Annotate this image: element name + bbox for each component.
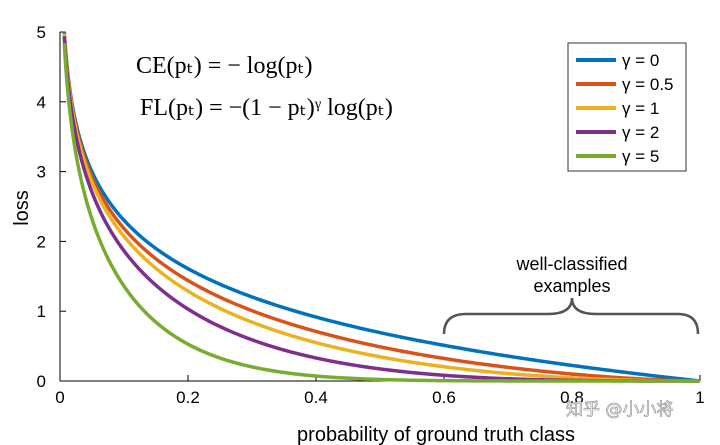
x-axis-label: probability of ground truth class bbox=[297, 424, 575, 445]
x-tick-label: 1 bbox=[695, 388, 704, 407]
y-tick-label: 0 bbox=[37, 372, 46, 391]
y-tick-label: 1 bbox=[37, 302, 46, 321]
legend-label: γ = 0.5 bbox=[622, 75, 674, 94]
annotation-brace bbox=[442, 297, 700, 335]
legend: γ = 0 γ = 0.5 γ = 1 γ = 2 γ = 5 bbox=[567, 42, 687, 172]
x-tick-label: 0.2 bbox=[176, 388, 200, 407]
x-tick-label: 0 bbox=[55, 388, 64, 407]
curves bbox=[62, 30, 701, 383]
annotation-line-1: well-classified bbox=[515, 254, 627, 274]
legend-label: γ = 1 bbox=[622, 99, 659, 118]
x-tick-label: 0.4 bbox=[304, 388, 328, 407]
legend-label: γ = 2 bbox=[622, 123, 659, 142]
y-axis-label: loss bbox=[11, 190, 33, 226]
series-line bbox=[62, 32, 701, 383]
series-line bbox=[62, 42, 700, 383]
legend-label: γ = 5 bbox=[622, 147, 659, 166]
series-line bbox=[62, 30, 701, 383]
y-tick-label: 4 bbox=[37, 93, 46, 112]
ce-formula: CE(pₜ) = − log(pₜ) bbox=[136, 53, 313, 79]
x-tick-label: 0.8 bbox=[560, 388, 584, 407]
fl-formula: FL(pₜ) = −(1 − pₜ)ᵞ log(pₜ) bbox=[140, 95, 393, 121]
watermark-text: 知乎 @小小将 bbox=[566, 400, 673, 420]
well-classified-annotation: well-classified examples bbox=[442, 254, 700, 335]
y-tick-label: 5 bbox=[37, 23, 46, 42]
y-tick-label: 3 bbox=[37, 163, 46, 182]
y-tick-label: 2 bbox=[37, 232, 46, 251]
annotation-line-2: examples bbox=[533, 276, 610, 296]
legend-label: γ = 0 bbox=[622, 51, 659, 70]
x-tick-label: 0.6 bbox=[432, 388, 456, 407]
series-line bbox=[62, 33, 700, 383]
